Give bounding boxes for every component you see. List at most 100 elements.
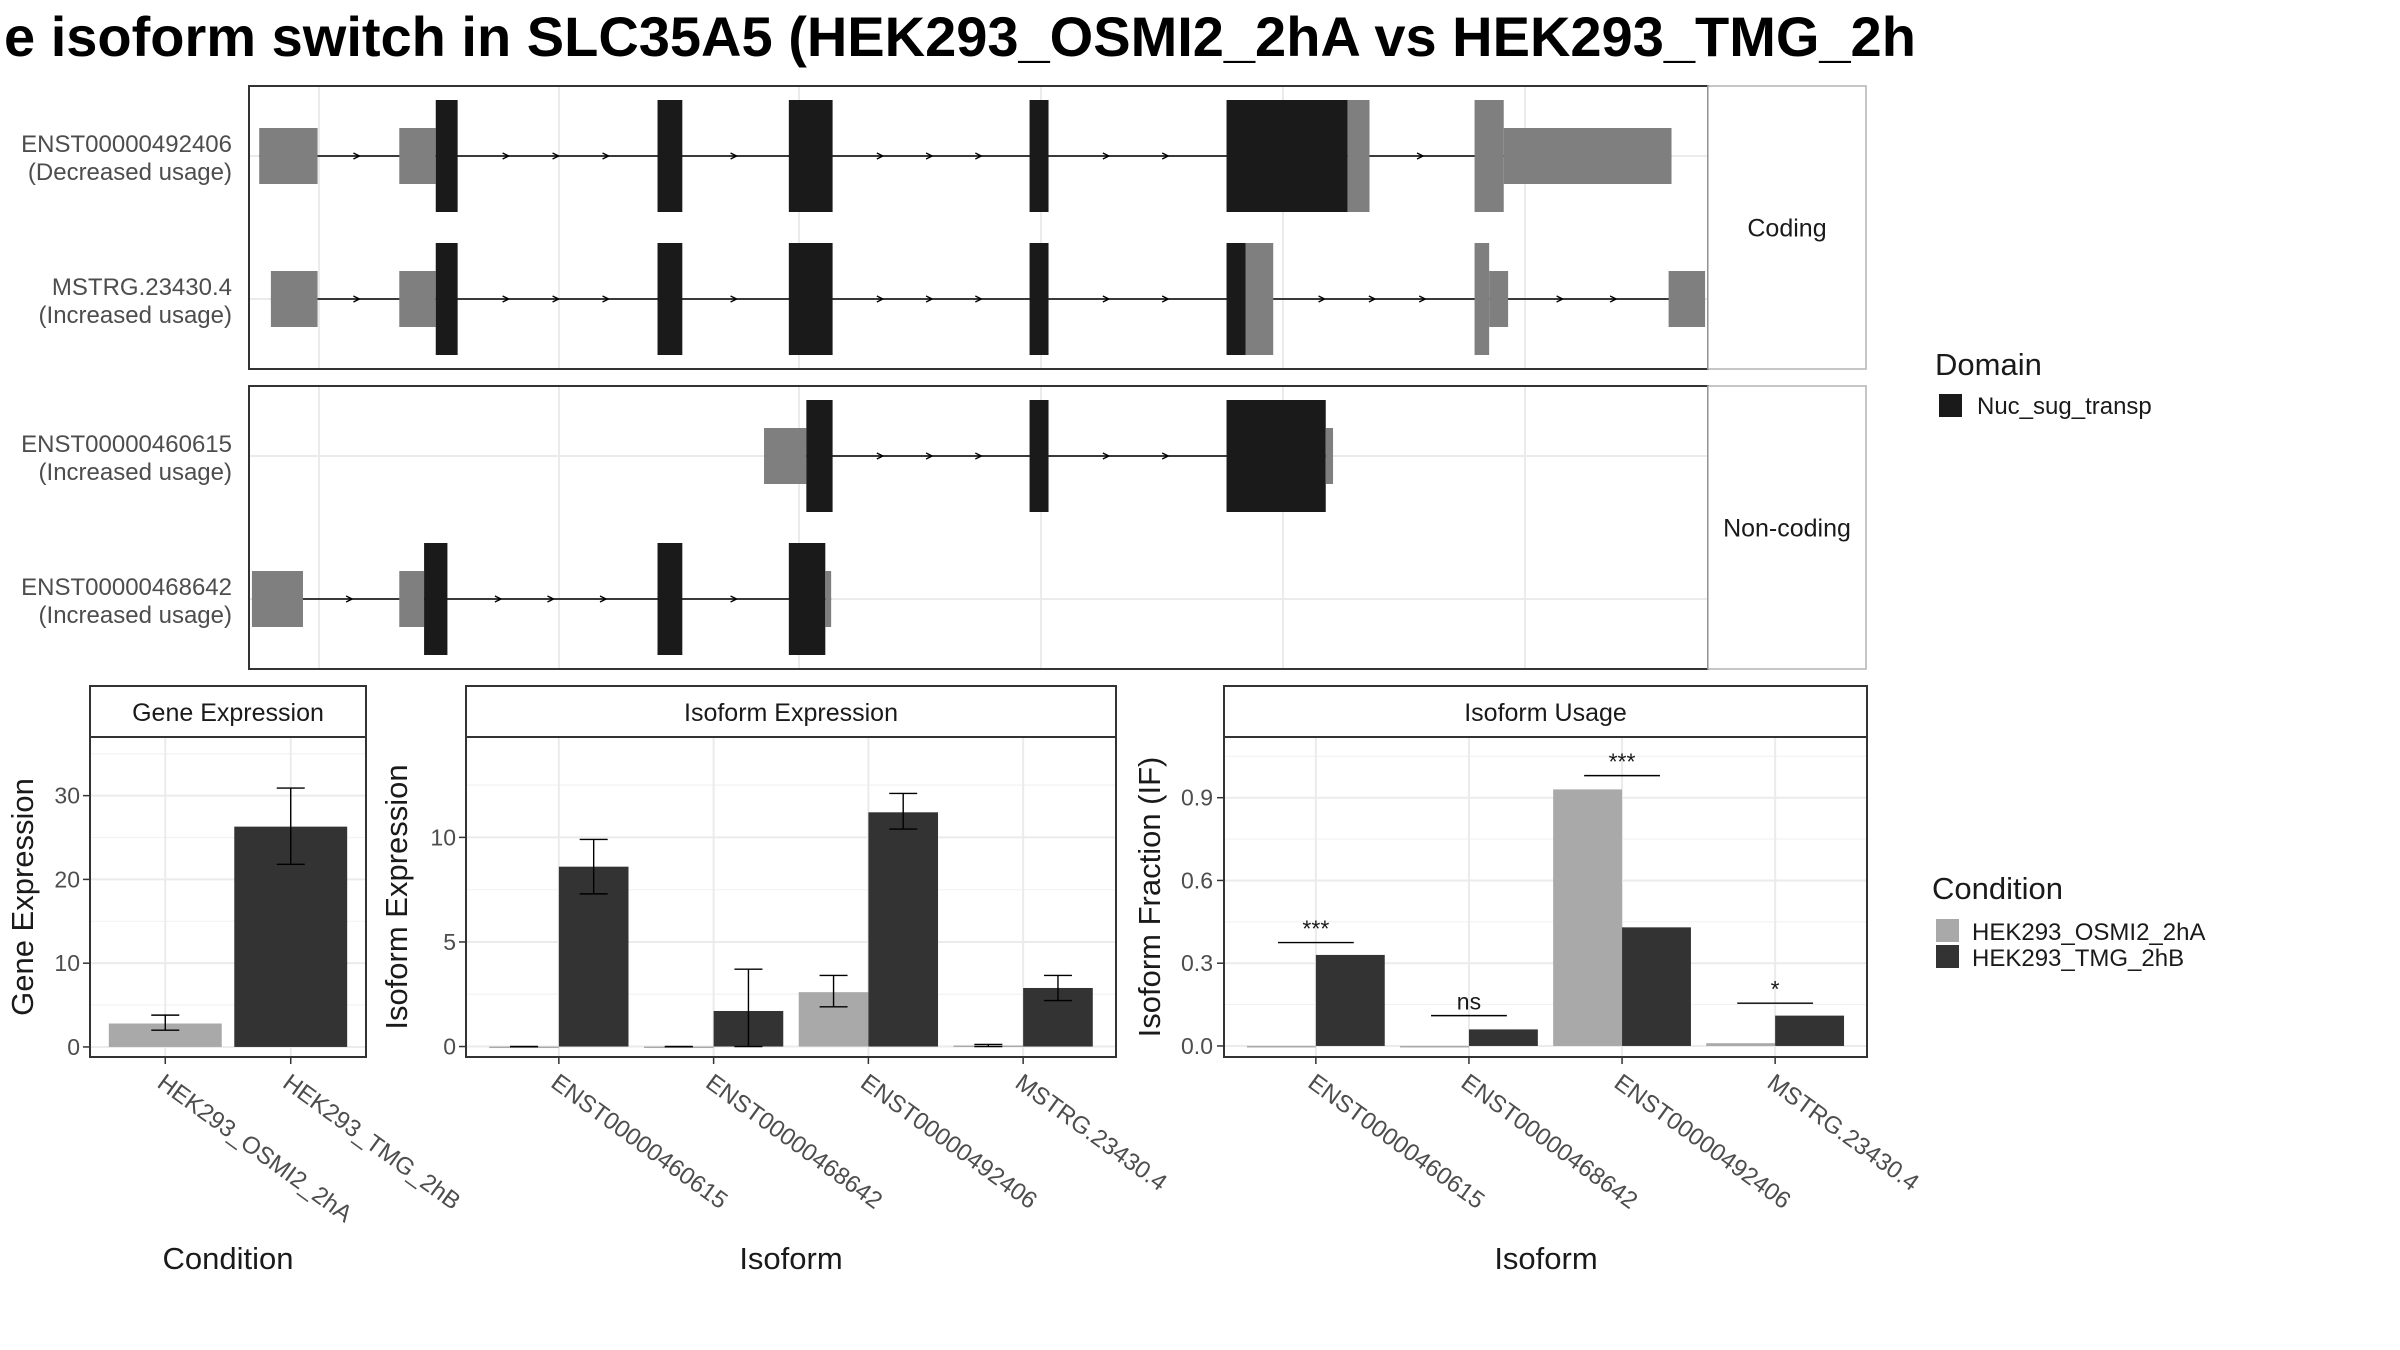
x-axis-title: Isoform (739, 1241, 842, 1276)
direction-arrow (1556, 295, 1565, 303)
transcript-id-label: ENST00000468642 (21, 574, 232, 601)
significance-label: * (1771, 976, 1780, 1002)
transcript-row (764, 400, 1334, 512)
chart-title: Isoform Expression (684, 699, 898, 727)
direction-arrow (602, 152, 611, 160)
direction-arrow (345, 595, 354, 603)
utr-exon (1503, 128, 1672, 184)
direction-arrow (552, 295, 561, 303)
direction-arrow (1102, 452, 1111, 460)
domain-exon (788, 243, 833, 355)
condition-legend-title: Condition (1932, 871, 2063, 906)
facet-strip (1707, 385, 1867, 670)
x-tick-label: MSTRG.23430.4 (1762, 1069, 1924, 1197)
direction-arrow (502, 152, 511, 160)
direction-arrow (599, 595, 608, 603)
coding-exon (1245, 243, 1274, 355)
utr-exon (270, 271, 318, 327)
direction-arrow (925, 452, 934, 460)
x-tick-label: MSTRG.23430.4 (1010, 1069, 1172, 1197)
condition-legend-key-b (1936, 945, 1959, 968)
domain-legend-key (1939, 394, 1962, 417)
utr-exon (825, 571, 832, 627)
bar (1400, 1045, 1469, 1048)
chart-title-strip (465, 685, 1117, 738)
utr-exon (399, 271, 436, 327)
y-tick-label: 0.3 (1181, 950, 1213, 976)
domain-legend-label: Nuc_sug_transp (1977, 393, 2152, 420)
transcript-id-label: ENST00000460615 (21, 431, 232, 458)
facet-strip-label: Non-coding (1723, 515, 1851, 543)
domain-exon (1226, 243, 1246, 355)
domain-exon (435, 100, 458, 212)
direction-arrow (925, 152, 934, 160)
bar (1775, 1015, 1845, 1046)
direction-arrow (975, 295, 983, 303)
facet-panel-bg (249, 386, 1708, 669)
direction-arrow (876, 152, 885, 160)
direction-arrow (876, 295, 885, 303)
bar (1622, 927, 1691, 1046)
direction-arrow (547, 595, 556, 603)
direction-arrow (730, 595, 739, 603)
y-tick-label: 0 (67, 1034, 80, 1060)
domain-exon (435, 243, 458, 355)
bar (489, 1046, 559, 1049)
domain-exon (1029, 243, 1049, 355)
facet-0: Coding (248, 85, 1867, 370)
y-tick-label: 10 (430, 824, 456, 850)
direction-arrow (1161, 452, 1170, 460)
bar (1246, 1045, 1316, 1048)
chart-2: 0.00.30.60.9***ns****Isoform UsageENST00… (1132, 685, 1924, 1276)
y-tick-label: 0.6 (1181, 867, 1213, 893)
y-axis-title: Gene Expression (5, 778, 40, 1016)
bar (1553, 789, 1623, 1046)
domain-legend: Domain Nuc_sug_transp (1935, 347, 2152, 420)
condition-legend: Condition HEK293_OSMI2_2hA HEK293_TMG_2h… (1932, 871, 2205, 972)
chart-title-strip (1223, 685, 1868, 738)
y-tick-label: 20 (54, 866, 80, 892)
direction-arrow (552, 152, 561, 160)
domain-exon (806, 400, 833, 512)
direction-arrow (1102, 152, 1111, 160)
domain-exon (788, 100, 833, 212)
transcript-usage-label: (Decreased usage) (28, 159, 232, 186)
y-tick-label: 10 (54, 950, 80, 976)
facet-strip-label: Coding (1747, 215, 1826, 243)
bar (1315, 954, 1385, 1046)
transcript-id-label: MSTRG.23430.4 (52, 274, 232, 301)
direction-arrow (502, 295, 511, 303)
domain-exon (1029, 100, 1049, 212)
utr-exon (259, 128, 318, 184)
direction-arrow (925, 295, 934, 303)
direction-arrow (1161, 295, 1170, 303)
direction-arrow (975, 452, 983, 460)
chart-title: Gene Expression (132, 699, 324, 727)
bar (868, 812, 939, 1047)
y-tick-label: 5 (443, 929, 456, 955)
plot-title: e isoform switch in SLC35A5 (HEK293_OSMI… (4, 5, 1916, 68)
y-axis-title: Isoform Fraction (IF) (1132, 757, 1167, 1038)
direction-arrow (1418, 295, 1427, 303)
bar (1468, 1029, 1538, 1046)
direction-arrow (494, 595, 503, 603)
x-axis-title: Condition (163, 1241, 294, 1276)
utr-exon (1325, 428, 1334, 484)
y-tick-label: 30 (54, 783, 80, 809)
y-axis-title: Isoform Expression (379, 764, 414, 1029)
transcript-usage-label: (Increased usage) (39, 459, 232, 486)
direction-arrow (353, 152, 361, 160)
domain-exon (657, 100, 683, 212)
direction-arrow (1609, 295, 1618, 303)
transcript-structure-panel: Coding ENST00000492406(Decreased usage) MS… (21, 85, 1867, 670)
coding-exon (1474, 243, 1490, 355)
domain-exon (1226, 100, 1348, 212)
domain-exon (657, 243, 683, 355)
domain-exon (788, 543, 826, 655)
facet-1: Non-coding (248, 385, 1867, 670)
direction-arrow (1368, 295, 1377, 303)
utr-exon (251, 571, 303, 627)
utr-exon (764, 428, 807, 484)
y-tick-label: 0.9 (1181, 785, 1213, 811)
